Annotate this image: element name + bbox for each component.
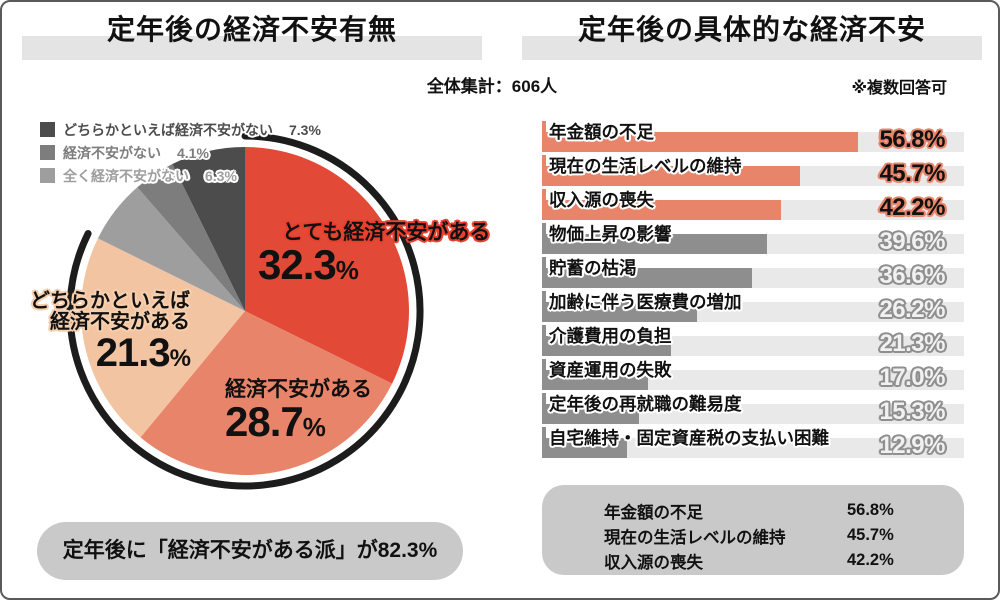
- pie-slice: [245, 147, 409, 384]
- pie-label-very-anxious: とても経済不安がある 32.3%: [258, 221, 491, 289]
- right-panel-title: 定年後の具体的な経済不安: [577, 14, 926, 45]
- legend-label: 経済不安がない: [63, 144, 161, 161]
- legend-value: 7.3%: [289, 121, 321, 138]
- bar-track: [542, 404, 964, 424]
- bar-row: 定年後の再就職の難易度 15.3%: [542, 391, 964, 425]
- bar-fill: [542, 132, 859, 152]
- legend-label: 全く経済不安がない: [63, 167, 189, 184]
- bar-value: 15.3%: [879, 398, 945, 425]
- highlight-arc: [66, 132, 424, 490]
- legend-item: どちらかといえば経済不安がない 7.3%: [40, 118, 321, 141]
- bar-value: 45.7%: [879, 160, 945, 187]
- legend-swatch: [40, 145, 55, 160]
- bar-chart: 年金額の不足 56.8% 現在の生活レベルの維持 45.7% 収入源の喪失 42.2% 物価…: [542, 119, 964, 459]
- legend-item: 経済不安がない 4.1%: [40, 141, 321, 164]
- legend-item: 全く経済不安がない 6.3%: [40, 164, 321, 187]
- bar-value: 36.6%: [879, 262, 945, 289]
- bar-row: 介護費用の負担 21.3%: [542, 323, 964, 357]
- bar-value: 21.3%: [879, 330, 945, 357]
- bar-track: [542, 438, 964, 458]
- pie-slice: [81, 238, 245, 438]
- bar-fill: [542, 234, 768, 254]
- bar-row: 物価上昇の影響 39.6%: [542, 221, 964, 255]
- legend-swatch: [40, 122, 55, 137]
- bar-fill: [542, 200, 782, 220]
- legend-label: どちらかといえば経済不安がない: [63, 121, 273, 138]
- summary-value: 45.7%: [847, 526, 894, 544]
- pie-value-anxious: 28.7%: [225, 398, 326, 446]
- summary-value: 42.2%: [847, 551, 894, 569]
- bar-row: 加齢に伴う医療費の増加 26.2%: [542, 289, 964, 323]
- total-count-label: 全体集計：606人: [426, 77, 558, 96]
- bar-value: 56.8%: [879, 126, 945, 153]
- legend-value: 4.1%: [177, 144, 209, 161]
- bar-fill: [542, 268, 752, 288]
- summary-row: 年金額の不足 56.8%: [542, 498, 964, 523]
- pie-value-somewhat-anxious: 21.3%: [95, 331, 191, 375]
- right-title-band: [522, 36, 982, 60]
- bar-row: 自宅維持・固定資産税の支払い困難 12.9%: [542, 425, 964, 459]
- bar-fill: [542, 438, 627, 458]
- pie-slice: [137, 163, 245, 311]
- left-panel-title: 定年後の経済不安有無: [106, 14, 397, 45]
- bar-row: 現在の生活レベルの維持 45.7%: [542, 153, 964, 187]
- bar-fill: [542, 302, 697, 322]
- bar-fill: [542, 336, 671, 356]
- pie-slice: [172, 147, 245, 311]
- pie-label-anxious: 経済不安がある 28.7%: [225, 378, 372, 446]
- pie-callout-pill: 定年後に「経済不安がある派」が82.3%: [37, 522, 463, 580]
- bar-label: 物価上昇の影響: [549, 224, 672, 244]
- pie-value-very-anxious: 32.3%: [258, 241, 359, 289]
- bar-label: 資産運用の失敗: [549, 360, 672, 380]
- legend-value: 6.3%: [205, 167, 237, 184]
- bar-label: 収入源の喪失: [549, 190, 654, 210]
- summary-value: 56.8%: [847, 501, 894, 519]
- bar-label: 自宅維持・固定資産税の支払い困難: [549, 428, 829, 448]
- bar-value: 42.2%: [879, 194, 945, 221]
- summary-label: 収入源の喪失: [604, 553, 703, 572]
- legend-swatch: [40, 168, 55, 183]
- pie-legend: どちらかといえば経済不安がない 7.3% 経済不安がない 4.1% 全く経済不安…: [40, 118, 321, 187]
- summary-label: 年金額の不足: [604, 503, 703, 522]
- bar-row: 収入源の喪失 42.2%: [542, 187, 964, 221]
- bar-value: 12.9%: [879, 432, 945, 459]
- left-title-band: [22, 36, 482, 60]
- summary-label: 現在の生活レベルの維持: [604, 528, 786, 547]
- pie-slice: [140, 311, 393, 475]
- bar-row: 資産運用の失敗 17.0%: [542, 357, 964, 391]
- bar-label: 貯蓄の枯渇: [549, 258, 637, 278]
- bar-label: 現在の生活レベルの維持: [549, 156, 742, 176]
- multiple-answers-note: ※複数回答可: [851, 80, 947, 97]
- summary-row: 収入源の喪失 42.2%: [542, 548, 964, 573]
- bar-value: 26.2%: [879, 296, 945, 323]
- pie-slice: [97, 187, 245, 311]
- bar-label: 加齢に伴う医療費の増加: [549, 292, 742, 312]
- bar-fill: [542, 166, 800, 186]
- bar-row: 貯蓄の枯渇 36.6%: [542, 255, 964, 289]
- bar-label: 年金額の不足: [549, 122, 654, 142]
- bar-fill: [542, 404, 640, 424]
- summary-row: 現在の生活レベルの維持 45.7%: [542, 523, 964, 548]
- bar-row: 年金額の不足 56.8%: [542, 119, 964, 153]
- bar-value: 17.0%: [879, 364, 945, 391]
- pie-label-somewhat-anxious: どちらかといえば 経済不安がある 21.3%: [20, 291, 191, 375]
- bar-value: 39.6%: [879, 228, 945, 255]
- bar-label: 定年後の再就職の難易度: [549, 394, 742, 414]
- bar-fill: [542, 370, 649, 390]
- bar-label: 介護費用の負担: [549, 326, 672, 346]
- pie-chart: [66, 132, 424, 490]
- summary-box: 年金額の不足 56.8% 現在の生活レベルの維持 45.7% 収入源の喪失 42…: [542, 485, 964, 575]
